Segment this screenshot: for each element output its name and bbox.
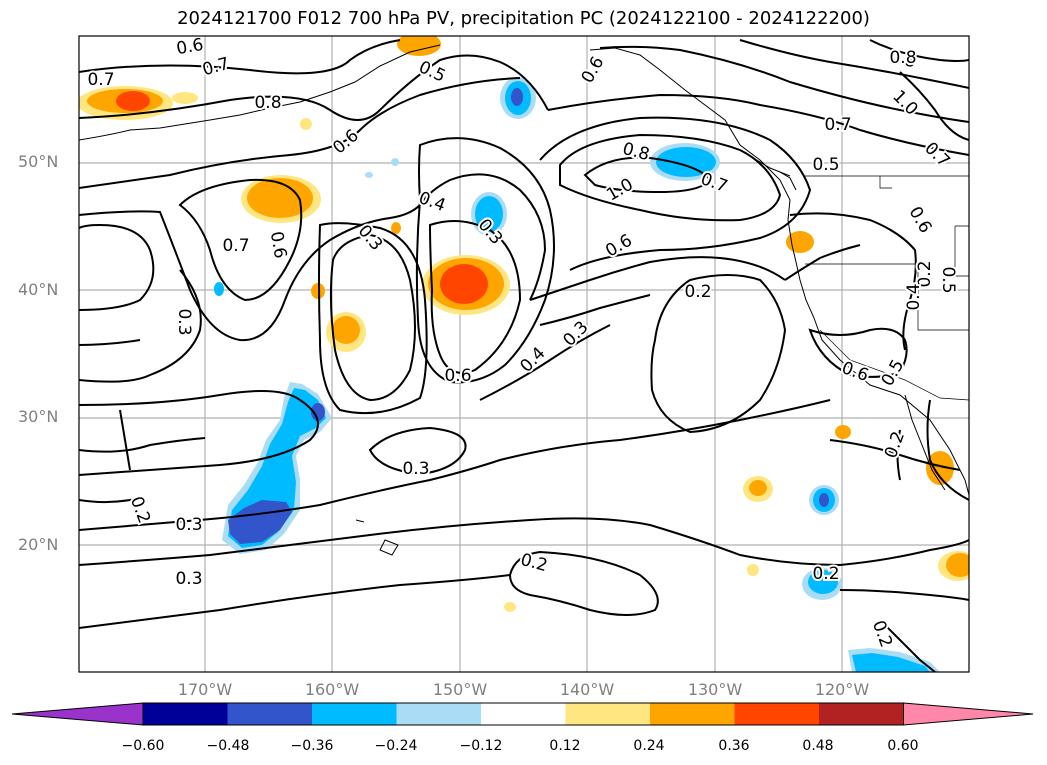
colorbar-segment: [143, 703, 228, 725]
colorbar-segment: [565, 703, 651, 725]
contour-label: 0.3: [175, 515, 202, 535]
map-title: 2024121700 F012 700 hPa PV, precipitatio…: [177, 8, 870, 29]
colorbar-segment: [650, 703, 735, 725]
colorbar-tick: −0.12: [459, 738, 503, 754]
borders: [805, 175, 969, 401]
colorbar-segment: [227, 703, 313, 725]
map-frame: [78, 35, 970, 673]
pv-contours: [79, 39, 969, 672]
colorbar-segment: [734, 703, 820, 725]
colorbar-tick: −0.48: [206, 738, 250, 754]
colorbar-tick: −0.60: [121, 738, 165, 754]
contour-label: 0.3: [174, 308, 194, 335]
colorbar-tick: −0.24: [374, 738, 418, 754]
contour-label: 0.5: [812, 155, 839, 175]
contour-label: 0.3: [402, 459, 429, 479]
contour-label: 0.7: [824, 115, 851, 135]
lon-label-170w: 170°W: [177, 680, 233, 699]
contour-label: 0.2: [812, 564, 839, 584]
contour-label: 0.2: [684, 282, 711, 302]
contour-label: 0.5: [938, 266, 958, 293]
lon-label-120w: 120°W: [814, 680, 870, 699]
map-area: 0.70.60.70.80.50.60.60.81.0 0.70.60.70.50…: [79, 36, 969, 672]
contour-label: 0.8: [887, 48, 917, 72]
colorbar-extend-max: [903, 702, 1034, 726]
contour-label: 0.4: [904, 283, 924, 310]
lon-label-130w: 130°W: [687, 680, 743, 699]
colorbar-tick: 0.48: [802, 738, 834, 754]
lat-label-20n: 20°N: [18, 535, 59, 554]
lat-label-40n: 40°N: [18, 280, 59, 299]
contour-label: 0.8: [889, 48, 916, 68]
colorbar-segment: [481, 703, 566, 725]
contour-label: 0.7: [87, 70, 114, 90]
contour-label: 0.7: [222, 236, 249, 256]
colorbar-segment: [396, 703, 482, 725]
contour-label: 0.2: [915, 260, 935, 287]
lon-label-160w: 160°W: [304, 680, 360, 699]
lat-label-50n: 50°N: [18, 152, 59, 171]
colorbar: [11, 702, 1034, 726]
colorbar-tick: −0.36: [290, 738, 334, 754]
colorbar-tick: 0.12: [549, 738, 581, 754]
colorbar-segment: [819, 703, 904, 725]
lat-label-30n: 30°N: [18, 407, 59, 426]
lon-label-140w: 140°W: [559, 680, 615, 699]
contour-label: 0.8: [254, 93, 281, 113]
colorbar-extend-min: [11, 702, 144, 726]
lon-label-150w: 150°W: [432, 680, 488, 699]
contour-label: 0.6: [266, 230, 290, 260]
contour-label: 0.6: [444, 366, 471, 386]
colorbar-outline: [142, 702, 904, 726]
colorbar-tick: 0.36: [718, 738, 750, 754]
colorbar-tick: 0.60: [887, 738, 919, 754]
contour-label: 0.3: [175, 569, 202, 589]
colorbar-tick: 0.24: [633, 738, 665, 754]
colorbar-segment: [312, 703, 397, 725]
